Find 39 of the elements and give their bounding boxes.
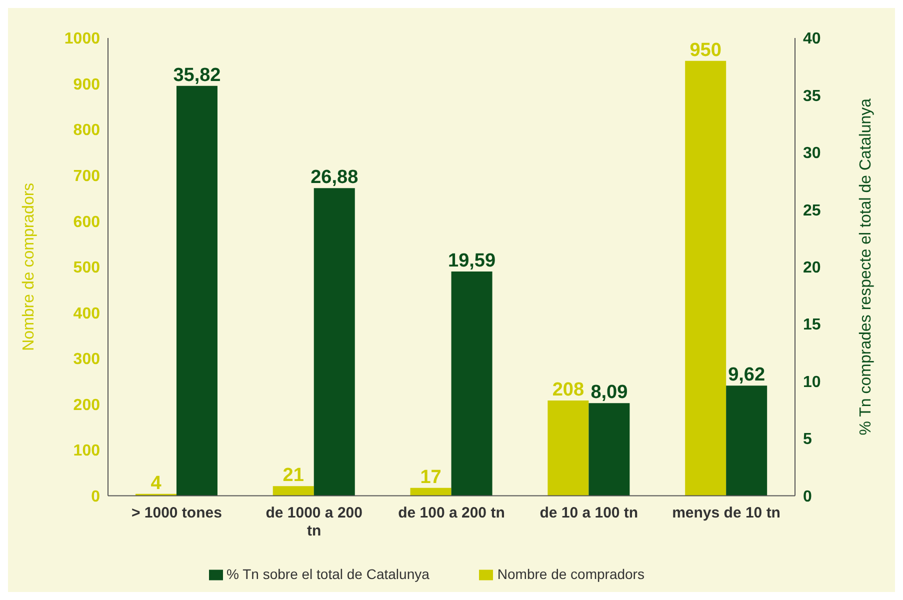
y-tick-label: 600 [73, 214, 100, 231]
y2-tick-label: 25 [803, 202, 821, 220]
y-tick-label: 700 [73, 168, 100, 185]
y2-tick-label: 40 [803, 30, 821, 48]
y-tick-label: 500 [73, 260, 100, 277]
y-tick-label: 100 [73, 442, 100, 460]
y2-tick-label: 5 [803, 431, 812, 448]
y2-tick-label: 15 [803, 316, 821, 334]
data-label: 17 [420, 466, 442, 488]
y-tick-label: 800 [73, 122, 100, 140]
y-tick-label: 900 [73, 76, 100, 94]
x-tick-label: menys de 10 tn [672, 504, 780, 522]
data-label: 9,62 [728, 364, 766, 386]
data-label: 19,59 [448, 250, 496, 272]
y2-tick-label: 30 [803, 145, 821, 162]
y2-tick-label: 10 [803, 374, 821, 391]
y-tick-label: 1000 [64, 30, 100, 48]
y-axis-title: Nombre de compradors [20, 182, 38, 351]
data-label: 35,82 [173, 64, 221, 86]
data-label: 950 [690, 40, 722, 61]
y2-axis-title: % Tn comprades respecte el total de Catalunya [858, 98, 875, 436]
y2-tick-label: 20 [803, 260, 821, 277]
data-label: 4 [150, 472, 162, 494]
x-tick-label: > 1000 tones [131, 504, 222, 522]
y-tick-label: 200 [73, 396, 100, 414]
y2-tick-label: 35 [803, 88, 821, 105]
legend-label: % Tn sobre el total de Catalunya [226, 566, 430, 582]
y2-tick-label: 0 [803, 488, 812, 506]
x-tick-label: de 1000 a 200 tn [266, 504, 362, 540]
x-tick-label: de 100 a 200 tn [398, 504, 505, 522]
x-tick-label: de 10 a 100 tn [540, 504, 638, 522]
y-tick-label: 300 [73, 351, 100, 368]
y-tick-label: 0 [91, 488, 100, 506]
data-label: 208 [552, 380, 584, 400]
data-label: 8,09 [590, 382, 628, 404]
legend-label: Nombre de compradors [497, 566, 644, 582]
y-tick-label: 400 [73, 305, 100, 322]
data-label: 26,88 [310, 167, 358, 188]
data-label: 21 [282, 465, 304, 486]
